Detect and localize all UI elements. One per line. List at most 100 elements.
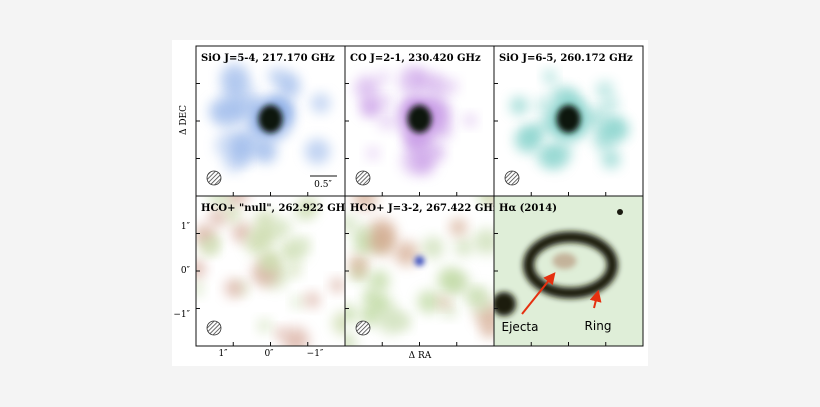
emission [367, 269, 390, 292]
x-axis-label: Δ RA [409, 351, 432, 361]
beam [206, 320, 222, 336]
emission [368, 229, 396, 257]
x-tick-label: 0″ [264, 349, 274, 359]
emission [208, 196, 234, 210]
arrow [521, 272, 556, 315]
beam [355, 170, 371, 186]
emission [208, 98, 233, 124]
panel-title: HCO+ J=3-2, 267.422 GHz [350, 203, 499, 214]
panel: SiO J=5-4, 217.170 GHz [195, 45, 346, 197]
emission [421, 236, 444, 259]
y-tick-label: 0″ [181, 266, 191, 276]
emission [463, 113, 477, 127]
emission [481, 322, 494, 338]
emission [253, 221, 278, 246]
emission [196, 282, 204, 296]
emission [553, 141, 573, 162]
emission [208, 209, 227, 227]
emission [473, 228, 494, 255]
panel-image [345, 46, 494, 196]
y-tick-label: −1″ [173, 310, 190, 320]
annotation: Ring [585, 319, 612, 333]
core [556, 105, 581, 133]
panel-title: Hα (2014) [499, 203, 557, 214]
emission [274, 326, 288, 340]
emission [601, 149, 621, 169]
emission [304, 292, 320, 308]
emission [224, 278, 244, 298]
emission [354, 75, 380, 101]
emission [287, 262, 302, 277]
emission [595, 80, 614, 100]
core [414, 256, 425, 266]
emission [454, 238, 473, 257]
scale-bar-label: 0.5″ [314, 180, 332, 190]
emission [398, 66, 428, 96]
emission [516, 127, 540, 151]
emission [215, 131, 244, 160]
emission [352, 263, 366, 277]
emission [267, 67, 286, 86]
emission [610, 119, 629, 138]
emission [543, 69, 557, 84]
emission [345, 304, 357, 324]
emission [310, 93, 331, 114]
emission [394, 241, 420, 266]
emission [424, 75, 450, 100]
panel-title: SiO J=6-5, 260.172 GHz [499, 53, 633, 64]
x-tick-label: −1″ [307, 349, 324, 359]
emission [228, 196, 248, 206]
emission [332, 311, 345, 336]
emission [254, 141, 277, 164]
panel-title: CO J=2-1, 230.420 GHz [350, 53, 481, 64]
emission [366, 146, 380, 161]
arrow [589, 289, 602, 309]
panel-title: SiO J=5-4, 217.170 GHz [201, 53, 335, 64]
emission [437, 267, 463, 293]
emission [330, 278, 345, 293]
emission [196, 259, 206, 279]
emission [291, 295, 304, 309]
emission [226, 97, 252, 122]
panel: HCO+ "null", 262.922 GHz [195, 195, 351, 347]
emission [282, 327, 309, 346]
emission [378, 306, 406, 335]
emission [259, 252, 281, 273]
emission [345, 331, 357, 346]
emission [534, 96, 553, 115]
emission [257, 318, 272, 333]
panel: CO J=2-1, 230.420 GHz [344, 45, 495, 197]
core [407, 105, 432, 133]
panel-image [196, 46, 345, 196]
emission [278, 77, 301, 100]
emission [205, 238, 220, 253]
panel-title: HCO+ "null", 262.922 GHz [201, 203, 351, 214]
emission [345, 215, 357, 232]
emission [377, 112, 396, 131]
panel: Ejecta Ring Hα (2014) [493, 195, 644, 347]
beam [206, 170, 222, 186]
emission [359, 97, 381, 118]
ejecta [552, 253, 577, 269]
star [494, 292, 516, 316]
emission [509, 96, 529, 115]
emission [304, 138, 331, 165]
beam [504, 170, 520, 186]
ring [523, 231, 618, 299]
bg [494, 196, 643, 346]
emission [238, 154, 251, 167]
emission [442, 304, 457, 318]
x-tick-label: 1″ [218, 349, 228, 359]
panel: SiO J=6-5, 260.172 GHz [493, 45, 644, 197]
panel-image [494, 196, 643, 346]
panel-image [345, 196, 494, 346]
emission [352, 196, 377, 210]
panel-image [196, 196, 345, 346]
emission [449, 218, 468, 237]
emission [376, 70, 390, 85]
emission [438, 295, 451, 308]
emission [602, 96, 620, 114]
emission [468, 288, 481, 301]
emission [362, 288, 380, 306]
